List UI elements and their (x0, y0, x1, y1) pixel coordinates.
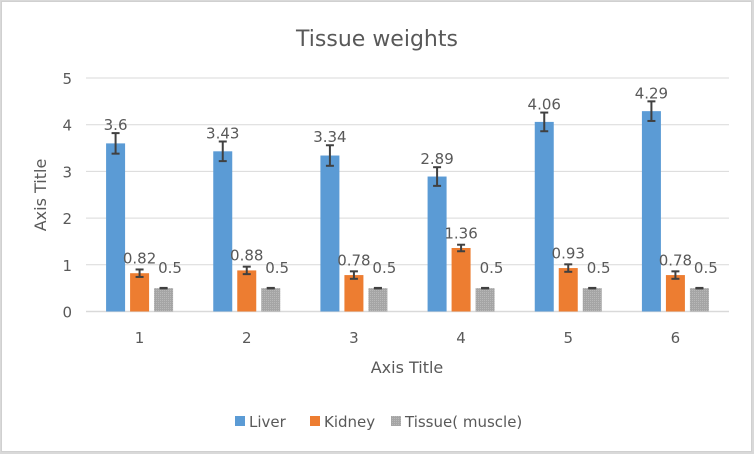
bar-tissue-muscle (261, 288, 281, 312)
error-bar (540, 111, 549, 133)
data-label: 0.82 (123, 249, 156, 267)
y-tick-label: 2 (62, 210, 72, 228)
error-bar (457, 243, 466, 253)
data-label: 0.93 (552, 244, 585, 262)
data-label: 0.5 (694, 259, 718, 277)
data-label: 0.5 (587, 259, 611, 277)
error-bar (242, 265, 251, 276)
legend-swatch (235, 416, 245, 426)
bar-liver (320, 155, 340, 312)
y-tick-label: 5 (62, 70, 72, 88)
bar-liver (534, 121, 554, 312)
bar-kidney (130, 273, 150, 312)
data-label: 0.5 (372, 259, 396, 277)
bars: 3.60.820.53.430.880.53.340.78 0.52.891.36… (104, 84, 718, 312)
x-tick-label: 6 (671, 329, 681, 347)
y-tick-label: 3 (62, 163, 72, 181)
bar-kidney (665, 275, 685, 312)
bar-tissue-muscle (475, 288, 495, 312)
data-label: 4.29 (635, 84, 668, 102)
bar-tissue-muscle (154, 288, 174, 312)
error-bar (135, 268, 144, 278)
y-axis-ticks: 0 1 2 3 4 5 (62, 70, 72, 322)
y-tick-label: 0 (62, 304, 72, 322)
x-tick-label: 1 (135, 329, 145, 347)
bar-kidney (344, 275, 364, 312)
bar-liver (427, 176, 447, 312)
y-tick-label: 4 (62, 117, 72, 135)
data-label: 0.78 (337, 251, 370, 269)
data-label: 0.5 (480, 259, 504, 277)
error-bar (325, 144, 334, 167)
legend-label: Tissue( muscle) (404, 413, 522, 431)
data-label: 2.89 (420, 150, 453, 168)
bar-liver (641, 111, 661, 312)
bar-tissue-muscle (689, 288, 709, 312)
x-tick-label: 3 (349, 329, 359, 347)
error-bar (218, 140, 227, 163)
bar-liver (213, 151, 233, 312)
x-axis-ticks: 1 2 3 4 5 6 (135, 329, 680, 347)
data-label: 3.43 (206, 125, 239, 143)
error-bar (671, 270, 680, 280)
x-tick-label: 2 (242, 329, 252, 347)
data-label: 0.88 (230, 247, 263, 265)
error-bar (111, 132, 120, 155)
error-bar (564, 263, 573, 273)
bar-tissue-muscle (582, 288, 602, 312)
data-label: 0.5 (158, 259, 182, 277)
y-tick-label: 1 (62, 257, 72, 275)
data-label: 1.36 (444, 225, 477, 243)
x-tick-label: 4 (456, 329, 466, 347)
data-label: 3.34 (313, 128, 346, 146)
bar-kidney (558, 268, 578, 312)
x-tick-label: 5 (563, 329, 573, 347)
error-bar (647, 100, 656, 122)
data-label: 4.06 (528, 96, 561, 114)
error-bar (433, 166, 442, 187)
data-label: 0.5 (265, 259, 289, 277)
bar-liver (106, 143, 126, 312)
legend-swatch (310, 416, 320, 426)
legend-label: Kidney (324, 413, 375, 431)
bar-tissue-muscle (368, 288, 388, 312)
gridlines (86, 77, 729, 313)
y-axis-title: Axis Title (31, 159, 50, 232)
bar-kidney (237, 270, 257, 312)
legend-swatch (391, 416, 401, 426)
legend-label: Liver (249, 413, 287, 431)
x-axis-title: Axis Title (371, 358, 444, 377)
chart-title: Tissue weights (295, 27, 458, 52)
data-label: 3.6 (104, 116, 128, 134)
error-bar (349, 270, 358, 280)
legend: Liver Kidney Tissue( muscle) (235, 413, 522, 431)
bar-kidney (451, 247, 471, 312)
data-label: 0.78 (659, 251, 692, 269)
